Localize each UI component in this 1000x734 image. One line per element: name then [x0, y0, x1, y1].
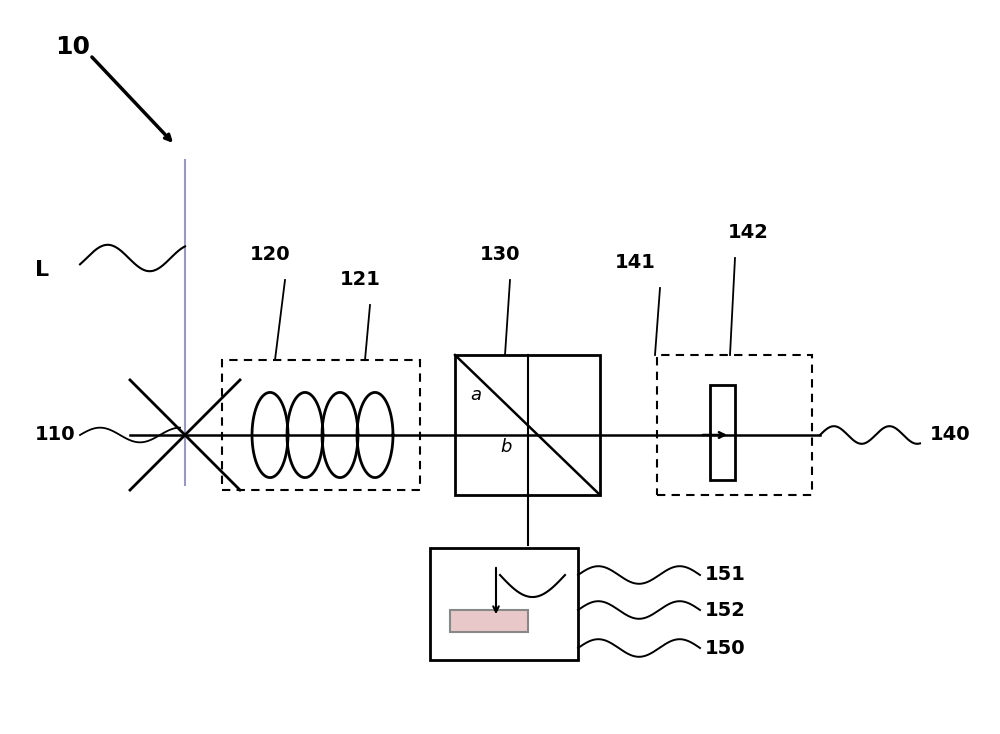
Text: L: L	[35, 260, 49, 280]
Bar	[430, 548, 578, 660]
Text: 110: 110	[35, 426, 76, 445]
Text: 10: 10	[55, 35, 90, 59]
Bar	[657, 355, 812, 495]
Text: 142: 142	[728, 223, 768, 242]
Bar	[455, 355, 600, 495]
Text: 120: 120	[250, 245, 290, 264]
Text: a: a	[470, 386, 481, 404]
Text: b: b	[500, 438, 511, 456]
Text: 141: 141	[615, 253, 655, 272]
Text: 121: 121	[340, 270, 380, 289]
Bar	[450, 610, 528, 632]
Bar	[222, 360, 420, 490]
Text: 140: 140	[930, 426, 971, 445]
Text: 150: 150	[705, 639, 746, 658]
Bar	[710, 385, 735, 480]
Text: 151: 151	[705, 565, 746, 584]
Text: 130: 130	[480, 245, 520, 264]
Text: 152: 152	[705, 600, 746, 619]
